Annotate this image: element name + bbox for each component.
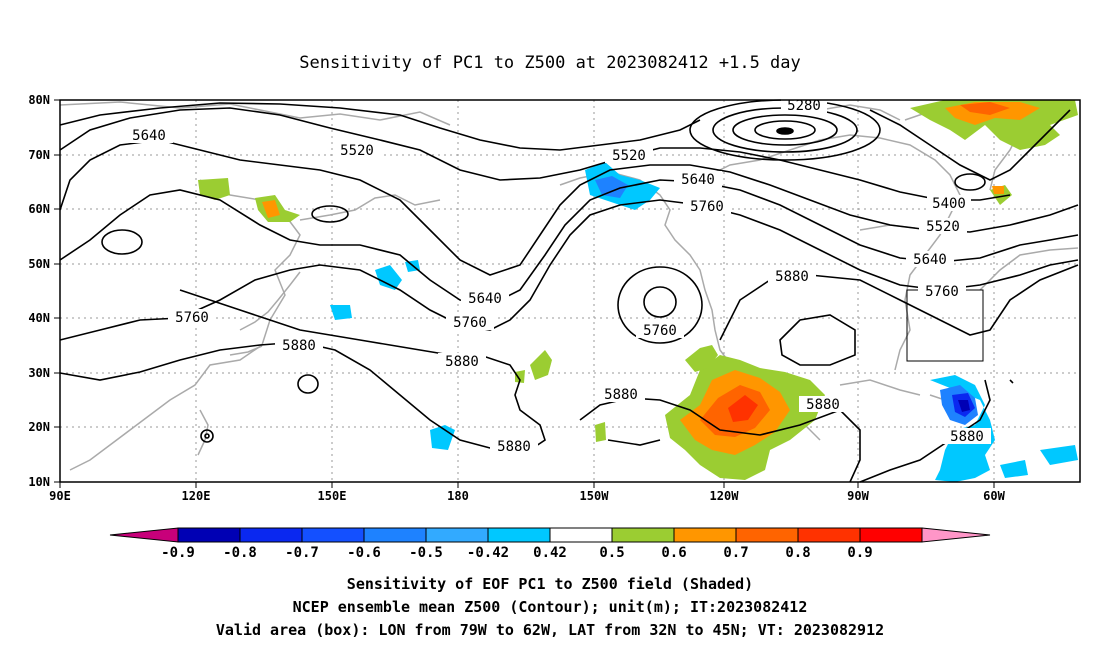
contour-label: 5760 — [690, 199, 724, 215]
contour-label: 5280 — [787, 98, 821, 114]
lon-tick-label: 150E — [318, 489, 347, 503]
colorbar-label: 0.7 — [723, 545, 748, 561]
colorbar-cell — [239, 527, 303, 543]
lon-tick-label: 90W — [847, 489, 869, 503]
lon-axis: 90E 120E 150E 180 150W 120W 90W 60W — [49, 482, 1006, 503]
colorbar-label: 0.8 — [785, 545, 810, 561]
colorbar-cell — [425, 527, 489, 543]
colorbar-label: 0.9 — [847, 545, 872, 561]
colorbar-cell — [859, 527, 923, 543]
contour-label: 5520 — [340, 143, 374, 159]
lat-tick-label: 20N — [28, 420, 50, 434]
colorbar-label: 0.5 — [599, 545, 624, 561]
lon-tick-label: 150W — [580, 489, 610, 503]
contour-label: 5640 — [132, 128, 166, 144]
colorbar-cell — [177, 527, 241, 543]
lat-tick-label: 10N — [28, 475, 50, 489]
contour-label: 5640 — [468, 291, 502, 307]
caption-line-1: Sensitivity of EOF PC1 to Z500 field (Sh… — [347, 575, 753, 593]
lon-tick-label: 180 — [447, 489, 469, 503]
z500-contours — [59, 99, 1079, 483]
contour-label: 5760 — [925, 284, 959, 300]
contour-label: 5760 — [453, 315, 487, 331]
colorbar-label: 0.42 — [533, 545, 567, 561]
colorbar-cell — [301, 527, 365, 543]
colorbar-cell — [797, 527, 861, 543]
lon-tick-label: 60W — [983, 489, 1005, 503]
lat-axis: 80N 70N 60N 50N 40N 30N 20N 10N — [28, 93, 60, 489]
colorbar-cell — [487, 527, 551, 543]
contour-label: 5880 — [445, 354, 479, 370]
caption-line-2: NCEP ensemble mean Z500 (Contour); unit(… — [293, 598, 808, 616]
contour-label: 5880 — [282, 338, 316, 354]
colorbar-label: -0.8 — [223, 545, 257, 561]
colorbar-label: -0.6 — [347, 545, 381, 561]
colorbar-cell — [363, 527, 427, 543]
contour-label: 5880 — [497, 439, 531, 455]
colorbar: -0.9 -0.8 -0.7 -0.6 -0.5 -0.42 0.42 0.5 0.6 0.7 0.… — [109, 527, 991, 561]
contour-label: 5760 — [175, 310, 209, 326]
contour-label: 5880 — [806, 397, 840, 413]
colorbar-cell — [673, 527, 737, 543]
colorbar-label: -0.5 — [409, 545, 443, 561]
colorbar-high-triangle — [921, 527, 991, 543]
colorbar-low-triangle — [109, 527, 179, 543]
map-border — [59, 99, 1081, 483]
contour-label: 5880 — [604, 387, 638, 403]
lon-tick-label: 120E — [182, 489, 211, 503]
lat-tick-label: 60N — [28, 202, 50, 216]
colorbar-cell — [611, 527, 675, 543]
contour-label: 5640 — [681, 172, 715, 188]
map-title: Sensitivity of PC1 to Z500 at 2023082412… — [299, 53, 801, 73]
lat-tick-label: 40N — [28, 311, 50, 325]
lon-tick-label: 120W — [710, 489, 740, 503]
colorbar-cell — [735, 527, 799, 543]
contour-label: 5880 — [775, 269, 809, 285]
contour-label: 5760 — [643, 323, 677, 339]
colorbar-cell — [549, 527, 613, 543]
contour-label: 5520 — [926, 219, 960, 235]
contour-label: 5520 — [612, 148, 646, 164]
map-background — [60, 100, 1080, 482]
contour-label: 5880 — [950, 429, 984, 445]
colorbar-label: -0.9 — [161, 545, 195, 561]
colorbar-label: -0.7 — [285, 545, 319, 561]
lon-tick-label: 90E — [49, 489, 71, 503]
colorbar-label: 0.6 — [661, 545, 686, 561]
lat-tick-label: 30N — [28, 366, 50, 380]
contour-labels: 5280 5400 5520 5520 5520 5640 5640 5640 … — [125, 98, 991, 455]
lat-tick-label: 70N — [28, 148, 50, 162]
contour-label: 5640 — [913, 252, 947, 268]
caption-line-3: Valid area (box): LON from 79W to 62W, L… — [216, 621, 884, 639]
contour-label: 5400 — [932, 196, 966, 212]
lat-tick-label: 80N — [28, 93, 50, 107]
colorbar-label: -0.42 — [467, 545, 509, 561]
lat-tick-label: 50N — [28, 257, 50, 271]
